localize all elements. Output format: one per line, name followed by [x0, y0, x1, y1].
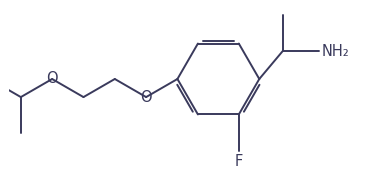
- Text: O: O: [140, 90, 152, 105]
- Text: O: O: [46, 71, 58, 87]
- Text: F: F: [235, 154, 243, 169]
- Text: NH₂: NH₂: [321, 44, 349, 59]
